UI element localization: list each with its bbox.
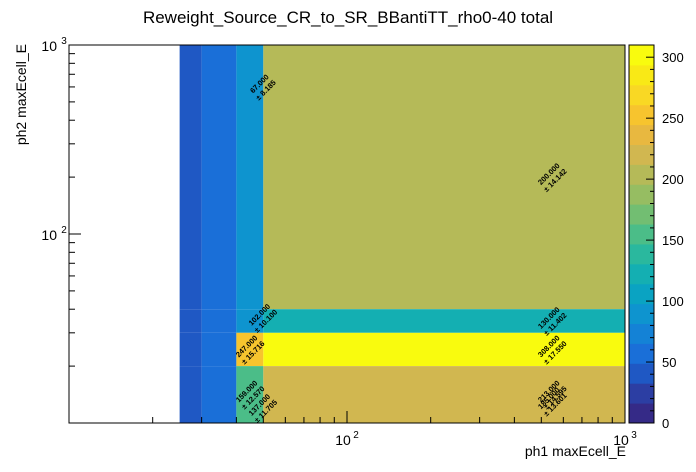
- heatmap-cell: [263, 309, 625, 333]
- palette-swatch: [629, 403, 654, 424]
- x-tick-exponent: 2: [353, 430, 359, 441]
- heatmap-cell: [236, 309, 264, 333]
- palette-swatch: [629, 303, 654, 325]
- palette-swatch: [629, 124, 654, 145]
- palette-frame: [628, 44, 655, 424]
- heatmap-cell: [263, 366, 625, 423]
- heatmap-cell: [263, 45, 625, 310]
- palette-swatch: [629, 45, 654, 66]
- palette-tick-label: 100: [662, 294, 684, 309]
- palette-swatch: [629, 144, 654, 165]
- palette-swatch: [629, 224, 654, 245]
- palette-swatch: [629, 363, 654, 384]
- palette-tick-label: 250: [662, 111, 684, 126]
- x-axis-title: ph1 maxEcell_E: [525, 443, 626, 459]
- heatmap-cell: [201, 366, 237, 423]
- palette-swatch: [629, 164, 654, 185]
- heatmap-cell: [201, 332, 237, 367]
- palette-swatch: [629, 243, 654, 265]
- x-tick-label: 10: [335, 432, 351, 448]
- palette-swatch: [629, 263, 654, 285]
- y-tick-label: 10: [41, 38, 57, 54]
- palette-swatch: [629, 84, 654, 106]
- heatmap-cell: [179, 366, 202, 423]
- palette-swatch: [629, 204, 654, 225]
- heatmap-cell: [263, 332, 625, 367]
- palette-tick-label: 50: [662, 355, 676, 370]
- palette-swatch: [629, 343, 654, 364]
- chart-title: Reweight_Source_CR_to_SR_BBantiTT_rho0-4…: [143, 8, 553, 27]
- heatmap-cell: [236, 366, 264, 423]
- palette-swatch: [629, 383, 654, 404]
- x-tick-exponent: 3: [631, 430, 637, 441]
- heatmap-cell: [236, 332, 264, 367]
- heatmap-cells: [179, 45, 625, 423]
- heatmap-cell: [179, 332, 202, 367]
- palette-tick-label: 150: [662, 233, 684, 248]
- palette-swatch: [629, 64, 654, 86]
- palette-tick-label: 300: [662, 50, 684, 65]
- palette-swatch: [629, 184, 654, 205]
- palette-swatch: [629, 283, 654, 305]
- palette-tick-label: 200: [662, 172, 684, 187]
- y-tick-label: 10: [41, 227, 57, 243]
- heatmap-cell: [236, 45, 264, 310]
- y-axis-ticks: 10 2 10 3: [41, 36, 81, 424]
- palette-tick-label: 0: [662, 416, 669, 431]
- y-tick-exponent: 2: [61, 225, 67, 236]
- heatmap-cell: [201, 45, 237, 310]
- y-tick-exponent: 3: [61, 36, 67, 47]
- x-axis-ticks: 10 2 10 3: [68, 411, 637, 448]
- heatmap-cell: [179, 309, 202, 333]
- y-axis-title: ph2 maxEcell_E: [13, 44, 29, 145]
- heatmap-cell: [179, 45, 202, 310]
- heatmap-cell: [201, 309, 237, 333]
- x-tick-label: 10: [613, 432, 629, 448]
- palette-swatch: [629, 104, 654, 126]
- palette-swatch: [629, 323, 654, 344]
- color-palette: 0 50 100 150 200 250 300: [628, 44, 684, 431]
